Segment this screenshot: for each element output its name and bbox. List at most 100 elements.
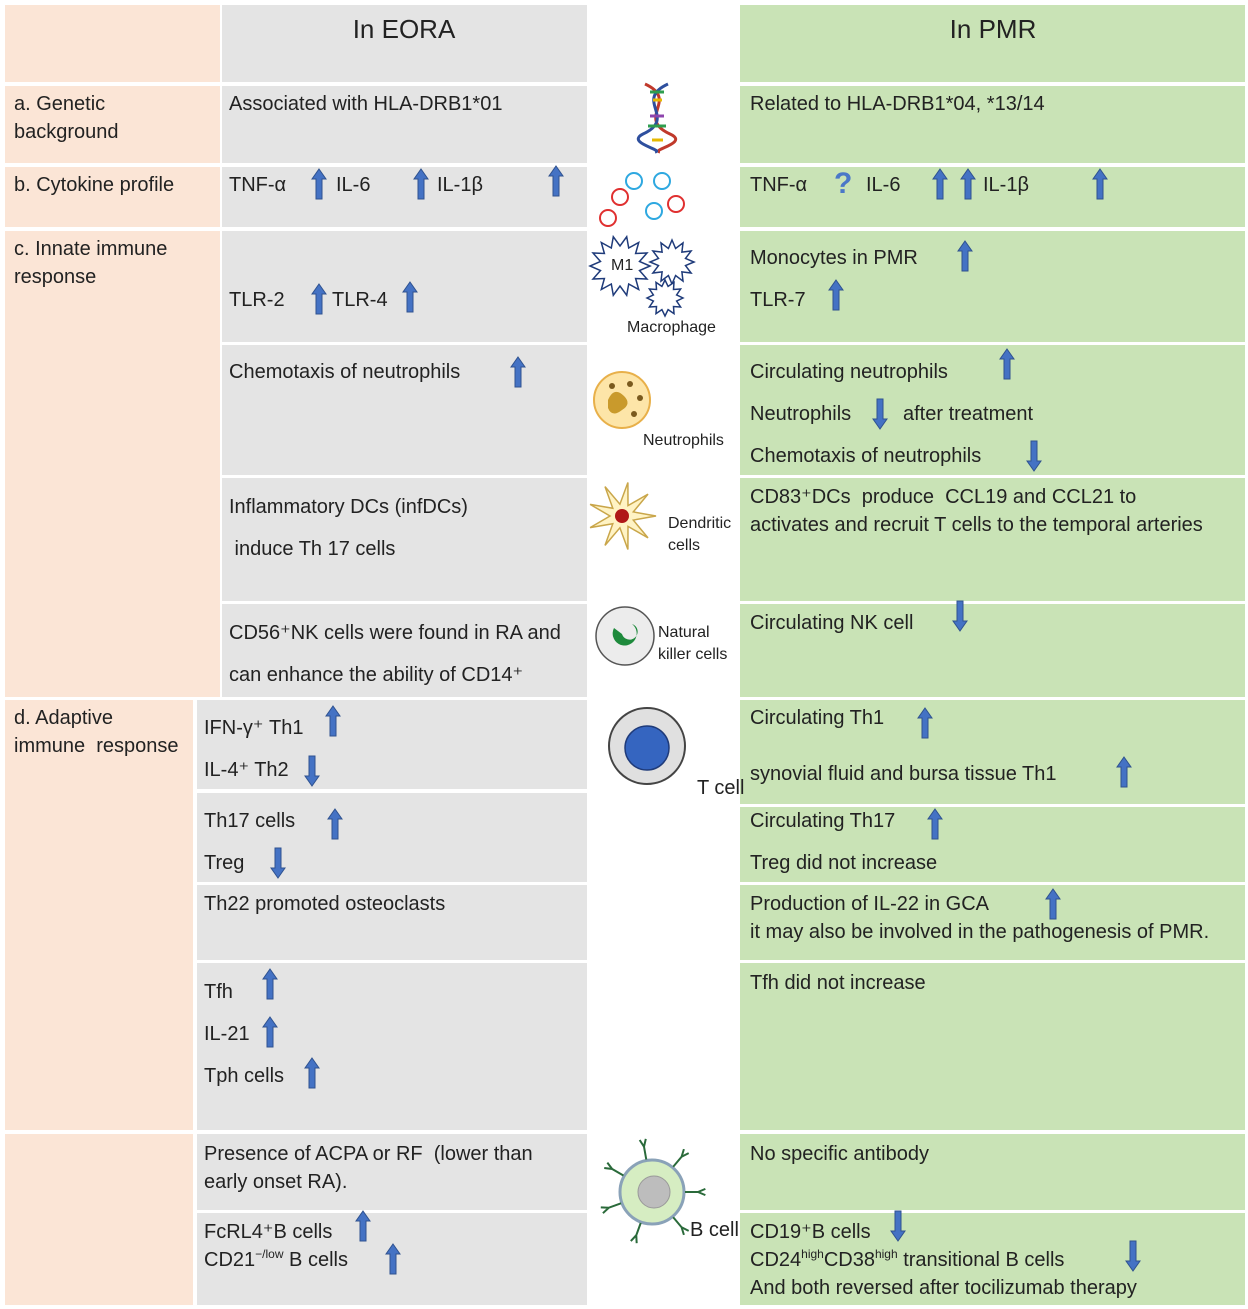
text: c. Innate immune	[14, 238, 168, 260]
text-part: B cells	[283, 1249, 348, 1271]
antibody	[600, 1202, 622, 1214]
text: IL-6	[866, 174, 901, 196]
text: No specific antibody	[750, 1143, 929, 1165]
text: IL-1β	[983, 174, 1029, 196]
text: Th22 promoted osteoclasts	[204, 893, 446, 915]
text: Th17 cells	[204, 810, 296, 832]
cell	[740, 478, 1245, 601]
text: T cell	[697, 777, 745, 799]
text: Treg did not increase	[750, 852, 938, 874]
text: cells	[668, 537, 701, 554]
arrow-up	[402, 281, 418, 313]
cell	[740, 1213, 1245, 1305]
t-cell-icon	[608, 707, 686, 785]
antibody	[672, 1216, 690, 1236]
cell	[740, 1134, 1245, 1210]
text: immune response	[14, 735, 179, 757]
cell	[5, 5, 220, 82]
arrow-up	[957, 240, 973, 272]
text: TLR-4	[332, 289, 388, 311]
text: Tfh did not increase	[750, 972, 926, 994]
text-part: high	[801, 1247, 824, 1261]
cell	[197, 963, 587, 1130]
text-part: high	[874, 1247, 898, 1261]
cell	[222, 86, 587, 163]
antibody	[638, 1138, 648, 1160]
antibody	[672, 1148, 690, 1168]
text: Circulating NK cell	[750, 612, 914, 634]
cell	[740, 5, 1245, 82]
cell	[740, 345, 1245, 475]
cell	[222, 604, 587, 697]
text: Associated with HLA-DRB1*01	[229, 93, 503, 115]
text: induce Th 17 cells	[229, 538, 396, 560]
antibody	[630, 1222, 642, 1244]
arrow-up	[304, 1057, 320, 1089]
text: M1	[611, 257, 634, 274]
cell	[222, 478, 587, 601]
text: can enhance the ability of CD14⁺	[229, 664, 524, 686]
text: Monocytes in PMR	[750, 247, 918, 269]
arrow-up	[325, 705, 341, 737]
text: IL-6	[336, 174, 371, 196]
cell	[740, 963, 1245, 1130]
cell	[222, 231, 587, 342]
text: Circulating Th1	[750, 707, 885, 729]
arrow-up	[385, 1243, 401, 1275]
text: Neutrophils	[643, 432, 724, 449]
cell	[197, 1134, 587, 1210]
text: CD24highCD38high transitional B cells	[750, 1248, 1064, 1272]
text-part: CD38	[823, 1249, 875, 1271]
macrophage-icon	[588, 234, 696, 318]
antibody	[604, 1162, 624, 1177]
arrow-up	[311, 168, 327, 200]
text: CD19⁺B cells	[750, 1221, 871, 1243]
text: TNF-α	[229, 174, 287, 196]
cell	[5, 231, 220, 697]
b-cell-icon	[600, 1138, 706, 1244]
text: early onset RA).	[204, 1171, 348, 1193]
arrow-up	[262, 1016, 278, 1048]
text: FcRL4⁺B cells	[204, 1221, 333, 1243]
text: IFN-γ⁺ Th1	[204, 717, 304, 739]
dna-icon	[636, 82, 678, 154]
text: Tfh	[204, 981, 233, 1003]
text: TLR-2	[229, 289, 285, 311]
text: Inflammatory DCs (infDCs)	[229, 496, 468, 518]
text: Chemotaxis of neutrophils	[750, 445, 982, 467]
text: d. Adaptive	[14, 707, 113, 729]
text: IL-21	[204, 1023, 250, 1045]
text: Macrophage	[627, 319, 716, 336]
text-part: −/low	[255, 1247, 284, 1261]
cell	[197, 793, 587, 882]
cell	[5, 167, 220, 227]
arrow-dn	[872, 398, 888, 430]
text: CD21−/low B cells	[204, 1248, 348, 1272]
text: killer cells	[658, 646, 728, 663]
arrow-up	[1116, 756, 1132, 788]
arrow-dn	[952, 600, 968, 632]
arrow-dn	[890, 1210, 906, 1242]
text: IL-4⁺ Th2	[204, 759, 289, 781]
cell	[740, 231, 1245, 342]
text: it may also be involved in the pathogene…	[750, 921, 1210, 943]
neutrophil-icon	[593, 371, 651, 429]
text: Neutrophils	[750, 403, 852, 425]
text: Circulating neutrophils	[750, 361, 948, 383]
text: Presence of ACPA or RF (lower than	[204, 1143, 533, 1165]
text: Production of IL-22 in GCA	[750, 893, 990, 915]
text: In EORA	[352, 14, 456, 44]
text-part: CD24	[750, 1249, 802, 1271]
text: CD83⁺DCs produce CCL19 and CCL21 to	[750, 486, 1137, 508]
text: ?	[834, 167, 853, 200]
text: Circulating Th17	[750, 810, 896, 832]
cell	[5, 700, 193, 1130]
cell	[740, 604, 1245, 697]
cell	[222, 167, 587, 227]
text: response	[14, 266, 97, 288]
text: B cell	[690, 1219, 739, 1241]
arrow-up	[917, 707, 933, 739]
text-part: transitional B cells	[897, 1249, 1065, 1271]
text: Dendritic	[668, 515, 732, 532]
arrow-up	[932, 168, 948, 200]
